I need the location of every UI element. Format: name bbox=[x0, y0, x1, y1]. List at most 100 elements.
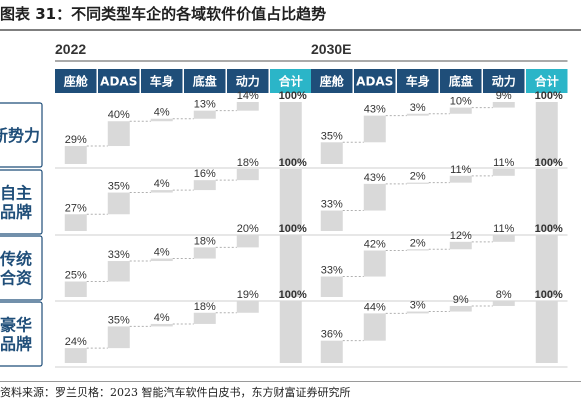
data-label: 4% bbox=[154, 247, 170, 259]
category-header bbox=[354, 69, 396, 93]
category-header-label: 动力 bbox=[236, 74, 260, 89]
category-header-label: ADAS bbox=[100, 75, 137, 89]
segment-bar bbox=[107, 326, 130, 349]
group-label: 新势力 bbox=[0, 126, 40, 145]
data-label: 10% bbox=[450, 96, 472, 108]
source-note: 资料来源：罗兰贝格：2023 智能汽车软件白皮书，东方财富证券研究所 bbox=[0, 381, 581, 406]
segment-bar bbox=[64, 214, 87, 231]
total-bar bbox=[535, 102, 558, 164]
category-header bbox=[483, 69, 525, 93]
group-label-box bbox=[0, 301, 43, 367]
page-title: 图表 31：不同类型车企的各域软件价值占比趋势 bbox=[0, 1, 581, 31]
data-label: 18% bbox=[237, 157, 259, 169]
data-label: 20% bbox=[237, 223, 259, 235]
group-label-box bbox=[0, 235, 43, 301]
segment-bar bbox=[320, 142, 343, 164]
data-label: 33% bbox=[108, 249, 130, 261]
data-label: 100% bbox=[279, 157, 307, 169]
category-header-label: 座舱 bbox=[319, 74, 345, 89]
data-label: 42% bbox=[364, 239, 386, 251]
data-label: 43% bbox=[364, 172, 386, 184]
group-label: 自主 bbox=[0, 184, 32, 203]
data-label: 100% bbox=[535, 157, 563, 169]
segment-bar bbox=[236, 169, 259, 181]
data-label: 9% bbox=[496, 90, 512, 102]
segment-bar bbox=[107, 192, 130, 215]
total-bar bbox=[279, 235, 302, 297]
segment-bar bbox=[363, 183, 386, 211]
segment-bar bbox=[363, 115, 386, 143]
segment-bar bbox=[236, 235, 259, 248]
data-label: 35% bbox=[108, 181, 130, 193]
total-bar bbox=[535, 169, 558, 231]
category-header bbox=[55, 69, 97, 93]
segment-bar bbox=[236, 102, 259, 111]
category-header bbox=[397, 69, 439, 93]
total-bar bbox=[279, 301, 302, 363]
data-label: 11% bbox=[493, 223, 514, 235]
group-label: 品牌 bbox=[0, 203, 32, 222]
segment-bar bbox=[449, 107, 472, 114]
category-header-label: 合计 bbox=[279, 74, 303, 89]
segment-bar bbox=[363, 313, 386, 341]
data-label: 13% bbox=[194, 99, 216, 111]
group-label: 豪华 bbox=[0, 316, 32, 335]
data-label: 11% bbox=[450, 164, 471, 176]
data-label: 4% bbox=[154, 107, 170, 119]
segment-bar bbox=[406, 311, 429, 314]
data-label: 8% bbox=[496, 289, 512, 301]
category-header bbox=[311, 69, 353, 93]
data-label: 16% bbox=[194, 168, 216, 180]
category-header bbox=[526, 69, 568, 93]
segment-bar bbox=[64, 146, 87, 164]
data-label: 100% bbox=[279, 289, 307, 301]
data-label: 29% bbox=[65, 134, 87, 146]
data-label: 27% bbox=[65, 202, 87, 214]
category-header bbox=[141, 69, 183, 93]
data-label: 100% bbox=[279, 223, 307, 235]
data-label: 40% bbox=[108, 109, 130, 121]
category-header-label: 合计 bbox=[535, 74, 559, 89]
segment-bar bbox=[320, 276, 343, 297]
group-label-box bbox=[0, 169, 43, 235]
data-label: 3% bbox=[410, 102, 426, 114]
category-header bbox=[270, 69, 312, 93]
segment-bar bbox=[150, 118, 173, 122]
group-label: 品牌 bbox=[0, 335, 32, 354]
segment-bar bbox=[64, 281, 87, 297]
data-label: 25% bbox=[65, 270, 87, 282]
data-label: 100% bbox=[279, 90, 307, 102]
category-header-label: 底盘 bbox=[449, 74, 473, 89]
data-label: 35% bbox=[321, 130, 343, 142]
segment-bar bbox=[363, 250, 386, 277]
segment-bar bbox=[492, 169, 515, 176]
category-header bbox=[184, 69, 226, 93]
category-header-label: 底盘 bbox=[193, 74, 217, 89]
panel-year-label: 2022 bbox=[55, 41, 86, 57]
data-label: 14% bbox=[237, 90, 259, 102]
category-header bbox=[98, 69, 140, 93]
segment-bar bbox=[492, 102, 515, 108]
segment-bar bbox=[492, 235, 515, 242]
data-label: 33% bbox=[321, 199, 343, 211]
waterfall-chart: 新势力自主品牌传统合资豪华品牌2022座舱ADAS车身底盘动力合计29%40%4… bbox=[0, 41, 568, 368]
data-label: 12% bbox=[450, 230, 472, 242]
segment-bar bbox=[150, 258, 173, 262]
segment-bar bbox=[320, 210, 343, 231]
category-header bbox=[227, 69, 269, 93]
segment-bar bbox=[320, 340, 343, 363]
segment-bar bbox=[150, 323, 173, 327]
segment-bar bbox=[193, 110, 216, 119]
data-label: 36% bbox=[321, 329, 343, 341]
data-label: 4% bbox=[154, 312, 170, 324]
segment-bar bbox=[107, 121, 130, 147]
category-header-label: 动力 bbox=[492, 74, 516, 89]
total-bar bbox=[279, 169, 302, 231]
total-bar bbox=[535, 301, 558, 363]
category-header bbox=[440, 69, 482, 93]
segment-bar bbox=[449, 241, 472, 250]
category-header-label: 车身 bbox=[406, 74, 430, 89]
data-label: 43% bbox=[364, 104, 386, 116]
segment-bar bbox=[449, 175, 472, 183]
segment-bar bbox=[492, 301, 515, 306]
